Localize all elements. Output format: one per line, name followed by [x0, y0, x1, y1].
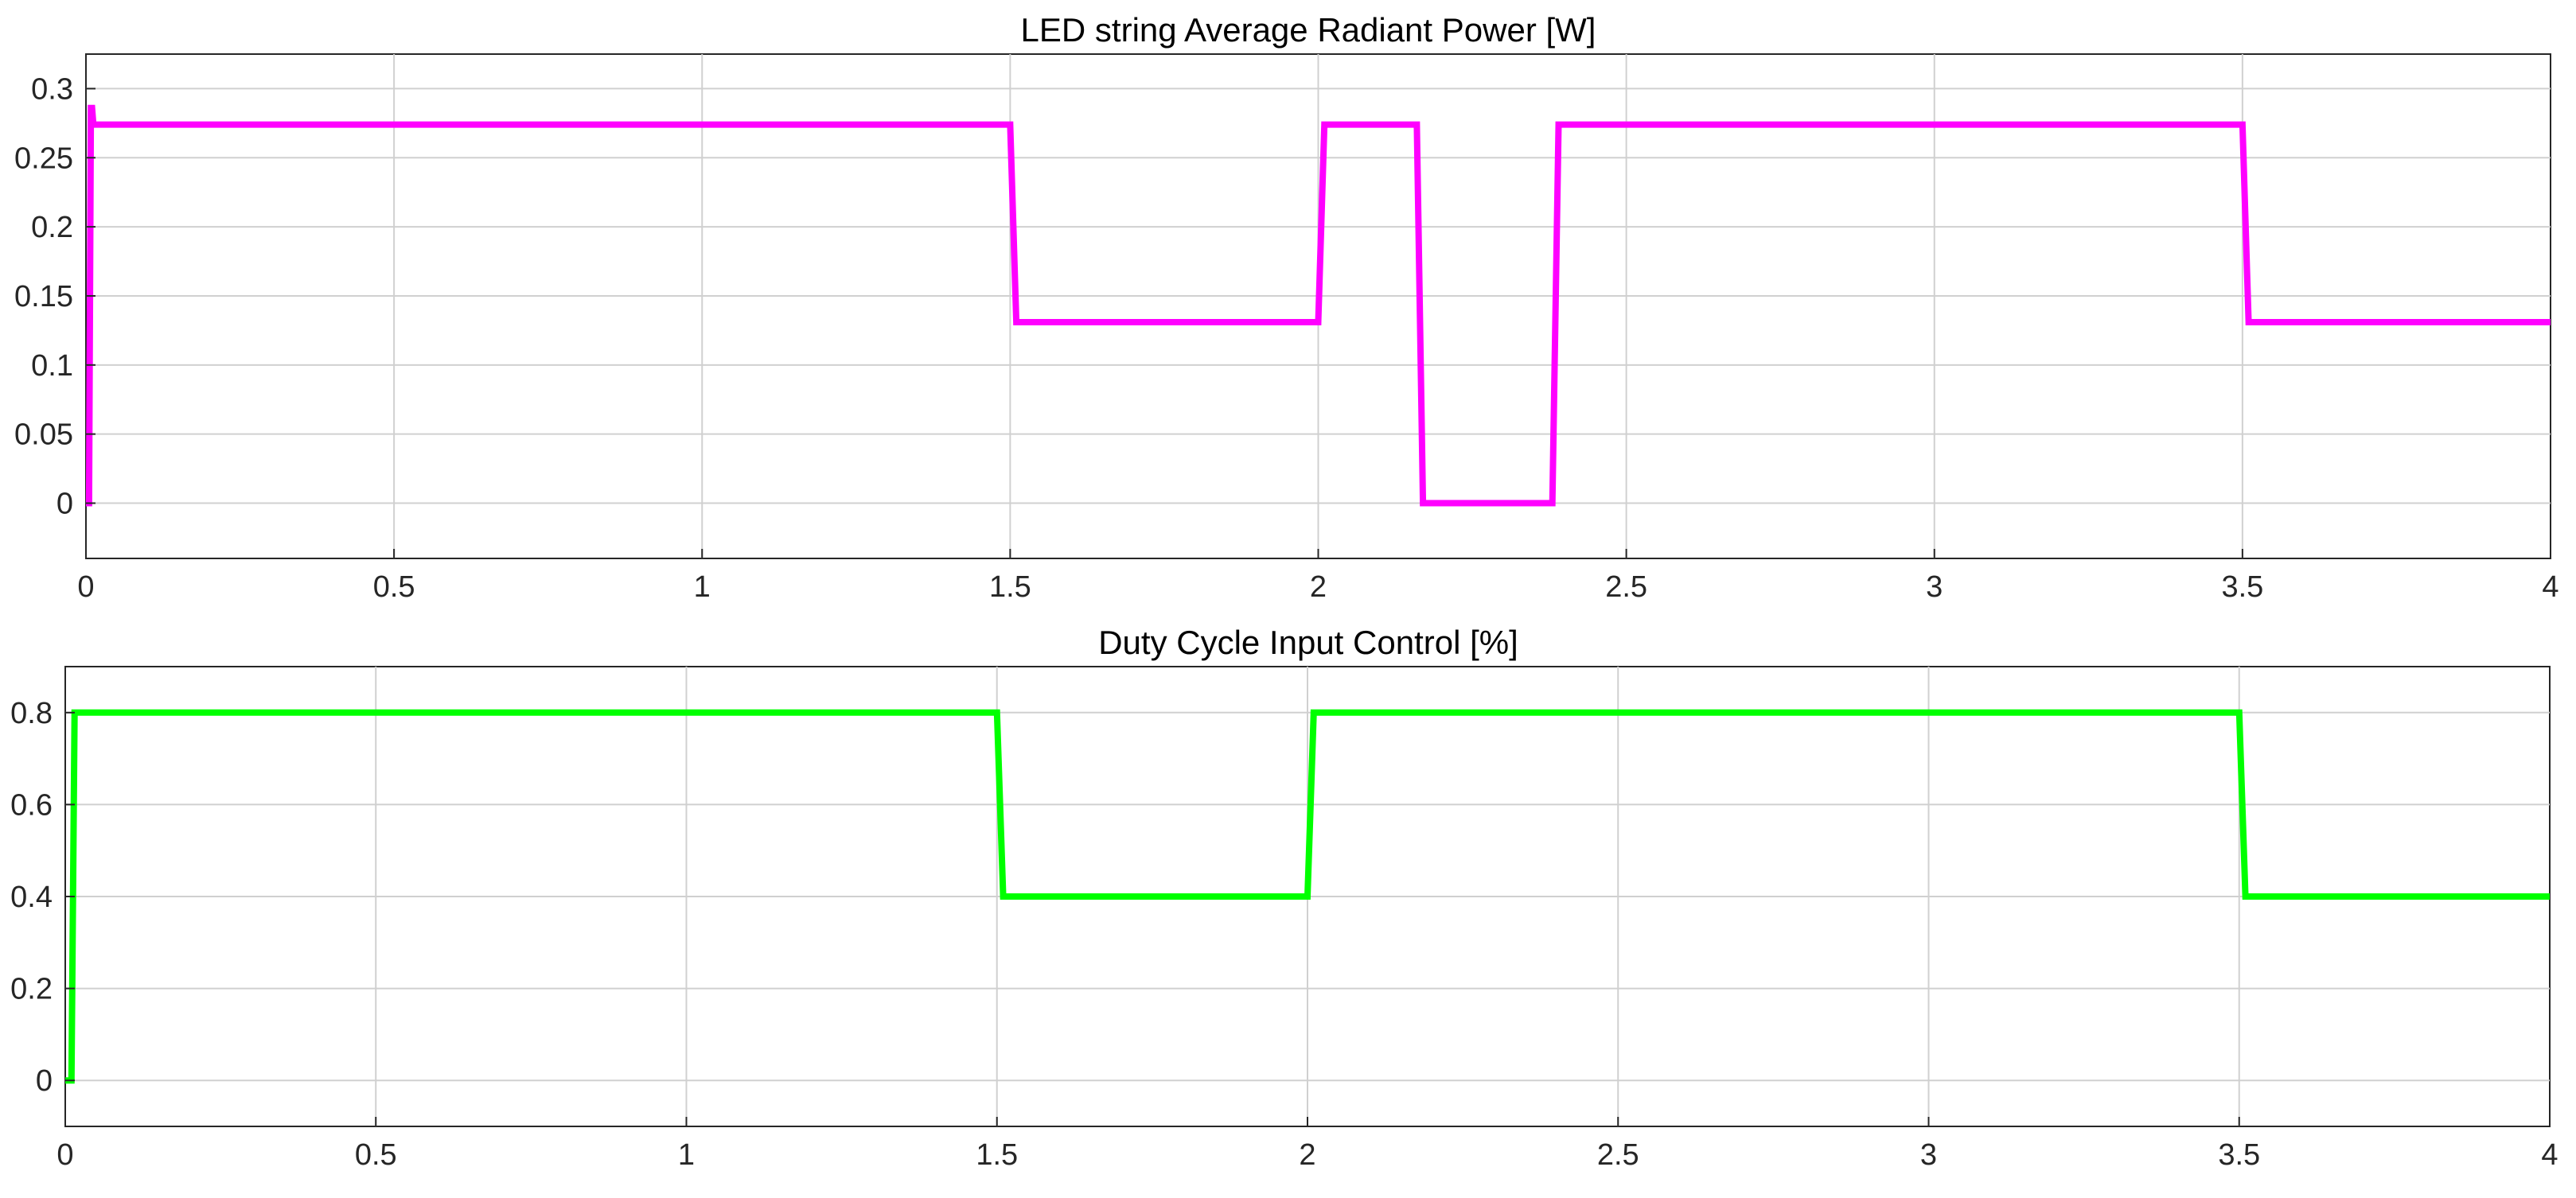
x-tick-label: 2 — [1299, 1138, 1315, 1172]
y-tick-label: 0.05 — [14, 418, 73, 452]
x-tick-label: 1 — [694, 570, 711, 604]
y-tick-label: 0.2 — [31, 211, 73, 244]
duty-cycle-chart: Duty Cycle Input Control [%] 0 0.5 1 1.5 2 2.… — [10, 624, 2558, 1172]
x-tick-label: 0 — [77, 570, 94, 604]
x-tick-label: 2.5 — [1597, 1138, 1639, 1172]
tick-layer: 0 0.5 1 1.5 2 2.5 3 3.5 4 0 0.05 0.1 0.15 0.2 0.25 0.3 — [14, 72, 2559, 604]
x-tick-label: 4 — [2542, 570, 2558, 604]
x-tick-label: 1 — [678, 1138, 695, 1172]
chart-title: Duty Cycle Input Control [%] — [1098, 624, 1518, 661]
x-tick-label: 3.5 — [2221, 570, 2263, 604]
x-tick-label: 0.5 — [373, 570, 415, 604]
x-tick-label: 2.5 — [1605, 570, 1647, 604]
y-tick-label: 0.4 — [10, 881, 53, 914]
series-line — [85, 104, 2551, 507]
x-tick-label: 0 — [57, 1138, 73, 1172]
y-tick-label: 0.25 — [14, 142, 73, 175]
y-tick-label: 0.1 — [31, 349, 73, 383]
x-tick-label: 0.5 — [355, 1138, 397, 1172]
y-tick-label: 0.6 — [10, 788, 53, 822]
chart-title: LED string Average Radiant Power [W] — [1021, 11, 1596, 49]
x-tick-label: 1.5 — [989, 570, 1031, 604]
y-tick-label: 0 — [57, 488, 73, 521]
tick-layer: 0 0.5 1 1.5 2 2.5 3 3.5 4 0 0.2 0.4 0.6 0.8 — [10, 697, 2558, 1172]
y-tick-label: 0.2 — [10, 973, 53, 1006]
y-tick-label: 0.3 — [31, 72, 73, 106]
x-tick-label: 3.5 — [2218, 1138, 2260, 1172]
grid — [86, 54, 2551, 558]
series-layer — [85, 104, 2551, 507]
x-tick-label: 4 — [2541, 1138, 2558, 1172]
x-tick-label: 3 — [1926, 570, 1943, 604]
x-tick-label: 2 — [1310, 570, 1327, 604]
radiant-power-chart: LED string Average Radiant Power [W] 0 0.… — [14, 11, 2559, 604]
x-tick-label: 3 — [1920, 1138, 1937, 1172]
x-tick-label: 1.5 — [976, 1138, 1018, 1172]
y-tick-label: 0.15 — [14, 280, 73, 313]
y-tick-label: 0 — [36, 1064, 53, 1098]
y-tick-label: 0.8 — [10, 697, 53, 730]
